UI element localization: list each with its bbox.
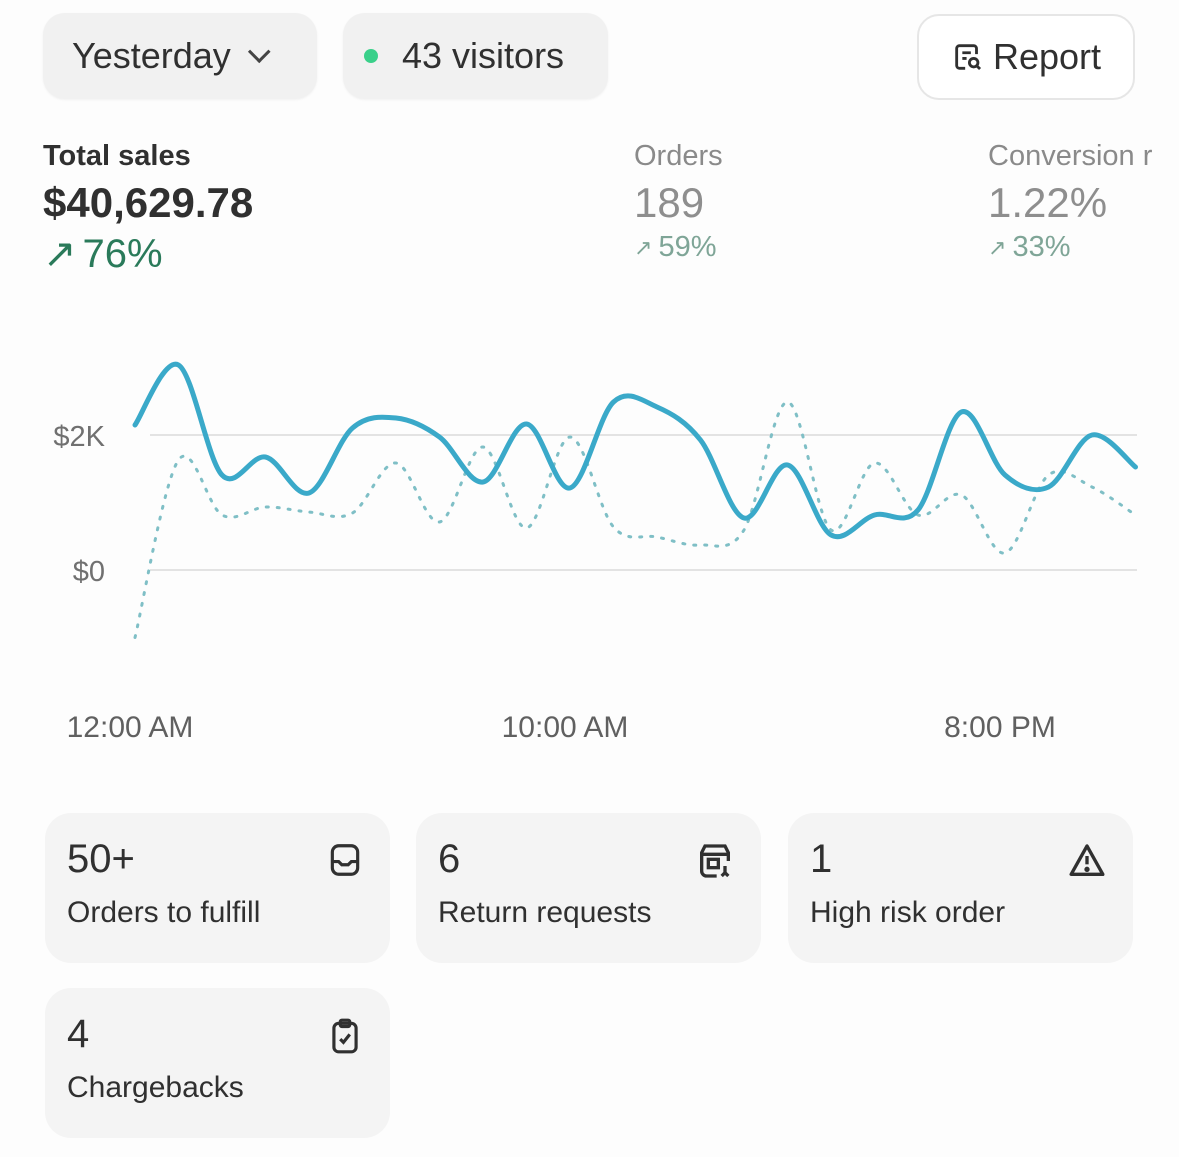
- y-tick-label: $0: [73, 556, 105, 588]
- metric-value: $40,629.78: [43, 179, 254, 226]
- card-label: Chargebacks: [67, 1071, 244, 1104]
- card-label: Return requests: [438, 896, 652, 929]
- metric-value: 1.22%: [988, 179, 1108, 226]
- metric-value: 189: [634, 179, 705, 226]
- metric-label: Conversion r: [988, 140, 1153, 172]
- metric-delta: 33%: [1012, 231, 1071, 263]
- report-label: Report: [992, 36, 1102, 77]
- date-range-selector[interactable]: Yesterday: [43, 13, 317, 99]
- clipboard-check-icon: [332, 1018, 358, 1054]
- sales-chart[interactable]: $2K $0 12:00 AM 10:00 AM 8:00 PM: [0, 330, 1179, 760]
- y-tick-label: $2K: [53, 421, 105, 453]
- card-number: 6: [438, 837, 461, 881]
- arrow-up-right-icon: ↗: [634, 234, 653, 260]
- card-chargebacks[interactable]: 4 Chargebacks: [45, 988, 390, 1138]
- arrow-up-right-icon: ↗: [43, 232, 77, 276]
- live-dot-icon: [364, 49, 378, 63]
- metric-delta: 76%: [82, 231, 163, 276]
- metric-orders[interactable]: Orders 189 ↗ 59%: [634, 140, 723, 264]
- comparison-series-line: [133, 400, 1137, 639]
- alert-triangle-icon: [1069, 844, 1105, 876]
- card-return-requests[interactable]: 6 Return requests: [416, 813, 761, 963]
- metric-delta: 59%: [658, 231, 717, 263]
- x-tick-label: 12:00 AM: [67, 711, 194, 744]
- metric-label: Orders: [634, 140, 723, 172]
- metric-total-sales[interactable]: Total sales $40,629.78 ↗ 76%: [43, 140, 253, 277]
- card-number: 50+: [67, 837, 135, 881]
- card-label: High risk order: [810, 896, 1006, 929]
- sales-series-line: [132, 361, 1138, 540]
- date-range-label: Yesterday: [72, 35, 231, 76]
- inbox-icon: [330, 844, 360, 876]
- metric-label: Total sales: [43, 140, 191, 172]
- chevron-down-icon: [247, 40, 271, 64]
- card-label: Orders to fulfill: [67, 896, 261, 929]
- visitors-label: 43 visitors: [402, 35, 565, 76]
- return-box-icon: [700, 844, 730, 878]
- card-number: 1: [810, 837, 833, 881]
- arrow-up-right-icon: ↗: [988, 234, 1007, 260]
- x-tick-label: 10:00 AM: [502, 711, 629, 744]
- report-button[interactable]: Report: [917, 14, 1135, 100]
- card-high-risk-order[interactable]: 1 High risk order: [788, 813, 1133, 963]
- x-tick-label: 8:00 PM: [944, 711, 1056, 744]
- card-orders-to-fulfill[interactable]: 50+ Orders to fulfill: [45, 813, 390, 963]
- card-number: 4: [67, 1012, 90, 1056]
- live-visitors-button[interactable]: 43 visitors: [343, 13, 608, 99]
- report-search-icon: [955, 44, 982, 71]
- metric-conversion-rate[interactable]: Conversion r 1.22% ↗ 33%: [988, 140, 1152, 264]
